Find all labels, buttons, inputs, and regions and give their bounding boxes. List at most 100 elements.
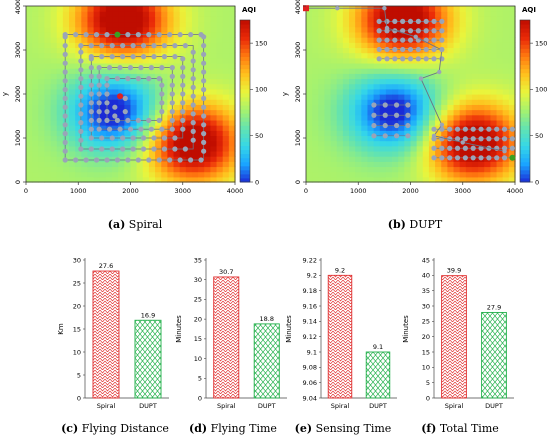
heatmap-cell — [484, 42, 492, 49]
heatmap-cell — [130, 119, 138, 126]
heatmap-cell — [124, 37, 132, 43]
heatmap-cell — [367, 6, 375, 12]
heatmap-cell — [62, 26, 70, 33]
path-node — [96, 117, 102, 123]
heatmap-cell — [502, 78, 510, 85]
heatmap-cell — [459, 26, 467, 33]
heatmap-cell — [69, 68, 76, 74]
heatmap-cell — [496, 52, 504, 59]
heatmap-cell — [502, 11, 510, 17]
dupt-heatmap-panel: 0100020003000400001000200030004000xy0501… — [280, 0, 550, 206]
heatmap-cell — [312, 11, 319, 17]
heatmap-cell — [87, 26, 95, 33]
y-tick-label: 9.08 — [303, 364, 317, 372]
heatmap-cell — [465, 150, 473, 157]
heatmap-cell — [392, 42, 399, 49]
heatmap-cell — [361, 88, 369, 95]
heatmap-cell — [173, 73, 181, 80]
y-tick-label: 2000 — [14, 86, 22, 103]
heatmap-cell — [435, 26, 442, 33]
path-node — [96, 73, 102, 79]
heatmap-cell — [459, 78, 467, 85]
heatmap-cell — [336, 52, 344, 59]
heatmap-cell — [428, 104, 436, 111]
heatmap-cell — [428, 88, 436, 95]
colorbar-segment — [240, 149, 250, 155]
heatmap-cell — [56, 125, 64, 131]
heatmap-cell — [148, 104, 156, 111]
heatmap-cell — [379, 88, 387, 95]
heatmap-cell — [26, 83, 33, 90]
heatmap-cell — [50, 145, 58, 152]
heatmap-cell — [112, 26, 119, 33]
colorbar-tick-label: 150 — [535, 39, 547, 47]
heatmap-cell — [112, 52, 119, 59]
y-tick-label: 30 — [194, 276, 202, 284]
heatmap-cell — [478, 42, 485, 49]
heatmap-cell — [210, 16, 218, 23]
path-node — [384, 18, 390, 24]
heatmap-cell — [26, 6, 33, 12]
heatmap-cell — [490, 11, 498, 17]
heatmap-cell — [173, 161, 181, 168]
heatmap-cell — [142, 94, 150, 100]
heatmap-cell — [459, 156, 467, 162]
heatmap-cell — [142, 156, 150, 162]
heatmap-cell — [502, 171, 510, 178]
heatmap-cell — [342, 130, 350, 137]
heatmap-cell — [416, 135, 424, 142]
heatmap-cell — [216, 114, 224, 121]
y-tick-label: 20 — [194, 315, 202, 323]
heatmap-cell — [361, 109, 369, 116]
heatmap-cell — [93, 104, 101, 111]
heatmap-cell — [502, 31, 510, 38]
heatmap-cell — [148, 68, 156, 74]
heatmap-cell — [502, 140, 510, 147]
heatmap-cell — [161, 114, 168, 121]
path-node — [423, 56, 429, 62]
heatmap-cell — [312, 171, 319, 178]
heatmap-cell — [416, 119, 424, 126]
heatmap-cell — [136, 37, 144, 43]
colorbar-segment — [240, 125, 250, 130]
heatmap-cell — [185, 135, 193, 142]
heatmap-cell — [204, 26, 212, 33]
heatmap-cell — [99, 26, 107, 33]
heatmap-cell — [56, 78, 64, 85]
heatmap-cell — [330, 150, 338, 157]
heatmap-cell — [392, 161, 399, 168]
path-node — [201, 34, 207, 40]
heatmap-cell — [148, 83, 156, 90]
heatmap-cell — [136, 114, 144, 121]
heatmap-cell — [124, 94, 132, 100]
heatmap-cell — [69, 83, 76, 90]
heatmap-cell — [136, 161, 144, 168]
heatmap-cell — [93, 94, 101, 100]
path-node — [62, 131, 68, 137]
path-node — [431, 46, 437, 53]
heatmap-cell — [99, 62, 107, 69]
heatmap-cell — [26, 26, 33, 33]
path-node — [107, 126, 113, 132]
heatmap-cell — [161, 68, 168, 74]
heatmap-cell — [502, 83, 510, 90]
colorbar-segment — [240, 129, 250, 134]
heatmap-cell — [38, 52, 46, 59]
heatmap-cell — [441, 130, 448, 137]
heatmap-cell — [471, 57, 479, 64]
path-node — [405, 112, 411, 118]
heatmap-cell — [124, 78, 132, 85]
heatmap-cell — [198, 119, 205, 126]
heatmap-cell — [185, 26, 193, 33]
heatmap-cell — [75, 52, 82, 59]
heatmap-cell — [324, 94, 332, 100]
heatmap-cell — [69, 21, 76, 28]
heatmap-cell — [416, 94, 424, 100]
heatmap-cell — [136, 109, 144, 116]
heatmap-cell — [306, 176, 313, 183]
heatmap-cell — [330, 73, 338, 80]
heatmap-cell — [404, 47, 412, 54]
heatmap-cell — [508, 68, 516, 74]
heatmap-cell — [441, 99, 448, 105]
category-label: DUPT — [485, 402, 503, 410]
